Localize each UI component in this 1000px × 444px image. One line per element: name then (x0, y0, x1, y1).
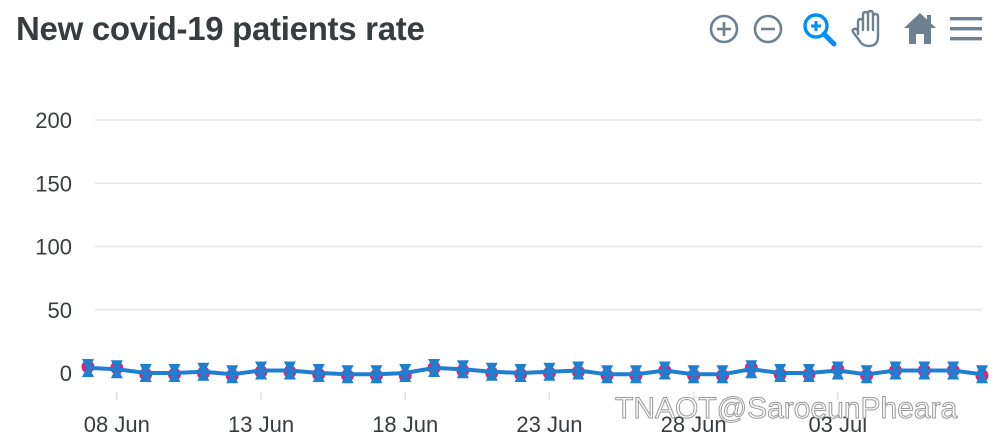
x-tick-label: 23 Jun (516, 412, 582, 437)
zoom-in-icon[interactable] (706, 6, 742, 52)
data-point (860, 365, 873, 384)
x-tick-label: 03 Jul (808, 412, 867, 437)
home-icon[interactable] (900, 6, 940, 52)
data-point (139, 364, 152, 382)
data-point (341, 365, 354, 384)
x-tick-label: 08 Jun (84, 412, 150, 437)
magnifier-plus-icon[interactable] (800, 6, 840, 52)
hand-icon[interactable] (848, 6, 888, 52)
hamburger-icon[interactable] (946, 6, 986, 52)
data-point (428, 358, 441, 377)
data-point (485, 362, 498, 381)
data-point (283, 361, 296, 380)
data-point (456, 360, 469, 379)
data-point (918, 361, 931, 380)
data-point (889, 361, 902, 380)
y-tick-label: 50 (48, 298, 72, 323)
data-point (197, 362, 210, 381)
zoom-out-icon[interactable] (750, 6, 786, 52)
series-line (87, 365, 983, 377)
data-point (976, 365, 988, 384)
data-point (572, 361, 585, 380)
data-point (370, 365, 383, 384)
data-point (831, 361, 844, 380)
data-point (514, 364, 527, 382)
data-point (399, 364, 412, 382)
data-point (658, 361, 671, 380)
x-tick-label: 28 Jun (661, 412, 727, 437)
data-point (629, 365, 642, 384)
data-point (82, 358, 94, 377)
chart-toolbar (700, 6, 1000, 52)
chart-title: New covid-19 patients rate (16, 10, 425, 47)
data-point (226, 365, 239, 384)
data-point (716, 365, 729, 384)
data-point (687, 365, 700, 384)
data-point (110, 360, 123, 379)
data-point (947, 361, 960, 380)
data-point (601, 365, 614, 384)
watermark: TNAOT@SaroeunPheara (614, 392, 958, 426)
data-point (802, 364, 815, 382)
data-point (312, 364, 325, 382)
data-point (745, 360, 758, 379)
data-point (543, 362, 556, 381)
x-tick-label: 13 Jun (228, 412, 294, 437)
data-point (168, 364, 181, 382)
y-tick-label: 0 (60, 361, 72, 386)
y-tick-label: 100 (35, 235, 72, 260)
y-tick-label: 200 (35, 108, 72, 133)
data-point (255, 361, 268, 380)
x-tick-label: 18 Jun (372, 412, 438, 437)
data-point (774, 364, 787, 382)
y-tick-label: 150 (35, 171, 72, 196)
